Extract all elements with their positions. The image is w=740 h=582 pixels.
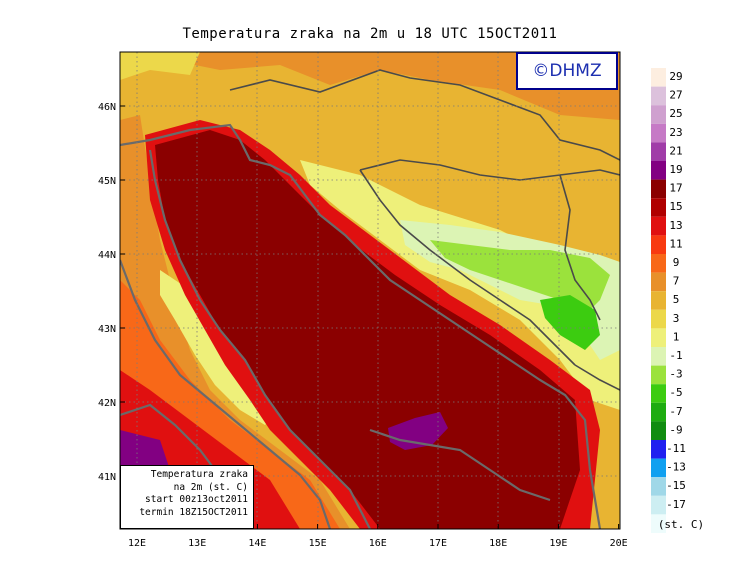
lat-tick-label: 44N (98, 250, 116, 261)
legend-swatch (651, 347, 666, 366)
longitude-axis: 12E 13E 14E 15E 16E 17E 18E 19E 20E (128, 524, 628, 549)
legend-label: 9 (673, 256, 680, 269)
temperature-field-north (120, 52, 620, 120)
lon-tick-label: 17E (429, 538, 447, 549)
lon-tick-label: 18E (489, 538, 507, 549)
temperature-field-adriatic-core (155, 130, 580, 529)
info-line-4: termin 18Z15OCT2011 (139, 506, 248, 518)
legend-swatch (651, 272, 666, 292)
country-borders (229, 69, 620, 391)
legend-swatch (651, 458, 666, 478)
lat-tick-label: 43N (98, 324, 116, 335)
legend-swatch (651, 254, 666, 273)
temperature-field-dinarides-belt (300, 160, 620, 410)
legend-label: 23 (669, 126, 682, 139)
legend-swatch (651, 328, 666, 347)
legend-label: 13 (669, 219, 682, 232)
latitude-axis: 41N 42N 43N 44N 45N 46N (98, 102, 125, 483)
legend-swatch (651, 291, 666, 310)
coastlines (120, 123, 602, 529)
legend-swatch (651, 198, 666, 217)
legend-swatch (651, 495, 666, 515)
legend-label: 21 (669, 144, 682, 157)
legend-swatch (651, 440, 666, 459)
legend-unit: (st. C) (658, 518, 704, 531)
lat-tick-label: 46N (98, 102, 116, 113)
legend-swatch (651, 216, 666, 236)
legend-label: -13 (666, 461, 686, 474)
lat-tick-label: 45N (98, 176, 116, 187)
info-line-2: na 2m (st. C) (173, 481, 248, 493)
lon-tick-label: 20E (610, 538, 628, 549)
legend-label: 1 (673, 330, 680, 343)
legend-swatch (651, 105, 666, 124)
temperature-field-highlands-cold (540, 295, 600, 350)
legend-swatch (651, 123, 666, 143)
legend-label: 15 (669, 200, 682, 213)
legend-swatch (651, 179, 666, 199)
lon-tick-label: 15E (309, 538, 327, 549)
legend-swatch (651, 402, 666, 422)
legend-swatch (651, 86, 666, 106)
temperature-field-nw (120, 52, 200, 80)
legend-label: -17 (666, 498, 686, 511)
legend-label: 25 (669, 107, 682, 120)
color-legend: 29 27 25 23 21 19 17 15 13 11 9 7 5 3 1 -1 -3 -5 -7 -9 -11 -1… (651, 68, 704, 533)
info-line-3: start 00z13oct2011 (145, 494, 248, 505)
grid-lines (120, 52, 620, 529)
legend-label: 11 (669, 237, 682, 250)
map-title: Temperatura zraka na 2m u 18 UTC 15OCT20… (182, 26, 558, 42)
lat-tick-label: 42N (98, 398, 116, 409)
legend-label: -3 (669, 368, 682, 381)
legend-label: 17 (669, 182, 682, 195)
legend-label: -11 (666, 442, 686, 455)
lon-tick-label: 13E (188, 538, 206, 549)
map-plot-area (120, 52, 620, 529)
legend-swatch (651, 514, 666, 533)
legend-swatch (651, 384, 666, 403)
legend-label: 29 (669, 70, 682, 83)
info-box: Temperatura zraka na 2m (st. C) start 00… (120, 465, 254, 529)
legend-swatch (651, 477, 666, 496)
legend-label: 19 (669, 163, 682, 176)
legend-swatch (651, 142, 666, 161)
dhmz-logo: ©DHMZ (516, 52, 618, 90)
legend-label: 27 (669, 89, 682, 102)
lon-tick-label: 19E (549, 538, 567, 549)
legend-label: -15 (666, 479, 686, 492)
lon-tick-label: 14E (248, 538, 266, 549)
legend-swatch (651, 421, 666, 440)
info-line-1: Temperatura zraka (150, 469, 248, 480)
map-frame (119, 51, 621, 530)
legend-label: 7 (673, 275, 680, 288)
legend-swatch (651, 309, 666, 329)
legend-label: -9 (669, 423, 682, 436)
legend-label: 5 (673, 293, 680, 306)
lon-tick-label: 12E (128, 538, 146, 549)
legend-swatch (651, 68, 666, 87)
legend-label: -5 (669, 386, 682, 399)
lon-tick-label: 16E (369, 538, 387, 549)
legend-label: -7 (669, 405, 682, 418)
legend-label: -1 (669, 349, 682, 362)
legend-swatch (651, 365, 666, 385)
legend-swatch (651, 235, 666, 254)
legend-swatch (651, 161, 666, 180)
lat-tick-label: 41N (98, 472, 116, 483)
legend-label: 3 (673, 312, 680, 325)
